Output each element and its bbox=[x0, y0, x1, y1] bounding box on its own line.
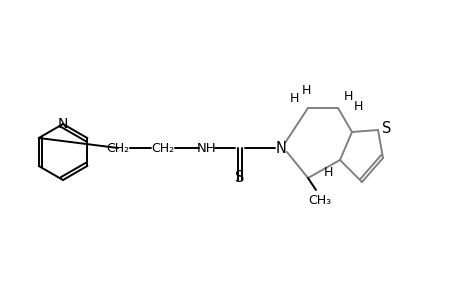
Text: H: H bbox=[289, 92, 298, 104]
Text: CH₂: CH₂ bbox=[151, 142, 174, 154]
Text: N: N bbox=[58, 117, 68, 131]
Text: NH: NH bbox=[197, 142, 216, 154]
Text: H: H bbox=[323, 166, 332, 178]
Text: H: H bbox=[301, 83, 310, 97]
Text: H: H bbox=[342, 89, 352, 103]
Text: CH₃: CH₃ bbox=[308, 194, 331, 206]
Text: S: S bbox=[381, 121, 391, 136]
Text: N: N bbox=[275, 140, 286, 155]
Text: S: S bbox=[235, 170, 244, 185]
Text: CH₂: CH₂ bbox=[106, 142, 129, 154]
Text: H: H bbox=[353, 100, 362, 112]
